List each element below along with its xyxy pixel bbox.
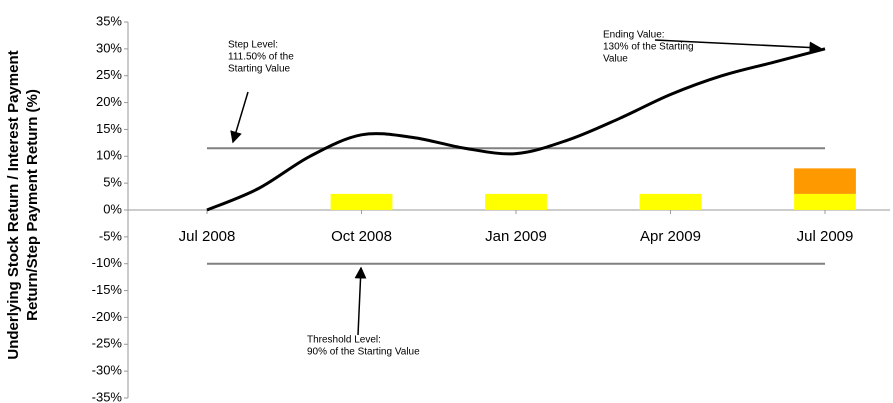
line — [206, 47, 826, 212]
y-tick-label: -5% — [99, 228, 123, 243]
annotation: 130% of the Starting — [603, 42, 694, 53]
bar — [794, 193, 856, 210]
annotation: 111.50% of the — [228, 52, 294, 63]
annotation: Starting Value — [228, 64, 291, 75]
arrow — [654, 39, 822, 54]
y-tick-label: -20% — [92, 309, 123, 324]
y-tick-label: 15% — [96, 121, 122, 136]
annotation: Ending Value: — [603, 30, 665, 41]
x-tick-label: Jul 2009 — [797, 228, 854, 245]
y-tick-label: 35% — [96, 13, 122, 28]
y-label-line: Underlying Stock Return / Interest Payme… — [5, 50, 22, 359]
annotation: 90% of the Starting Value — [307, 347, 420, 358]
x-tick-label: Jul 2008 — [179, 228, 236, 245]
y-tick-label: 30% — [96, 40, 122, 55]
x-tick-label: Oct 2008 — [331, 228, 392, 245]
bar — [639, 193, 702, 210]
y-tick-label: -10% — [92, 255, 123, 270]
bar — [485, 193, 547, 210]
annotation: Threshold Level: — [307, 335, 381, 346]
arrow — [354, 266, 367, 336]
bar — [330, 193, 393, 210]
y-tick-label: -15% — [92, 282, 123, 297]
bar — [794, 168, 856, 194]
arrow — [230, 91, 249, 144]
y-tick-label: -25% — [92, 336, 123, 351]
x-tick-label: Apr 2009 — [640, 228, 701, 245]
y-tick-label: -35% — [92, 389, 123, 403]
y-tick-label: 25% — [96, 67, 122, 82]
y-label-line: Return/Step Payment Return (%) — [24, 89, 41, 321]
annotation: Step Level: — [228, 40, 278, 51]
y-tick-label: 5% — [103, 175, 122, 190]
y-tick-label: 0% — [103, 201, 122, 216]
y-tick-label: 10% — [96, 148, 122, 163]
y-axis-title: Underlying Stock Return / Interest Payme… — [5, 50, 41, 359]
y-tick-label: 20% — [96, 94, 122, 109]
x-tick-label: Jan 2009 — [485, 228, 547, 245]
annotation: Value — [603, 54, 628, 65]
y-tick-label: -30% — [92, 363, 123, 378]
